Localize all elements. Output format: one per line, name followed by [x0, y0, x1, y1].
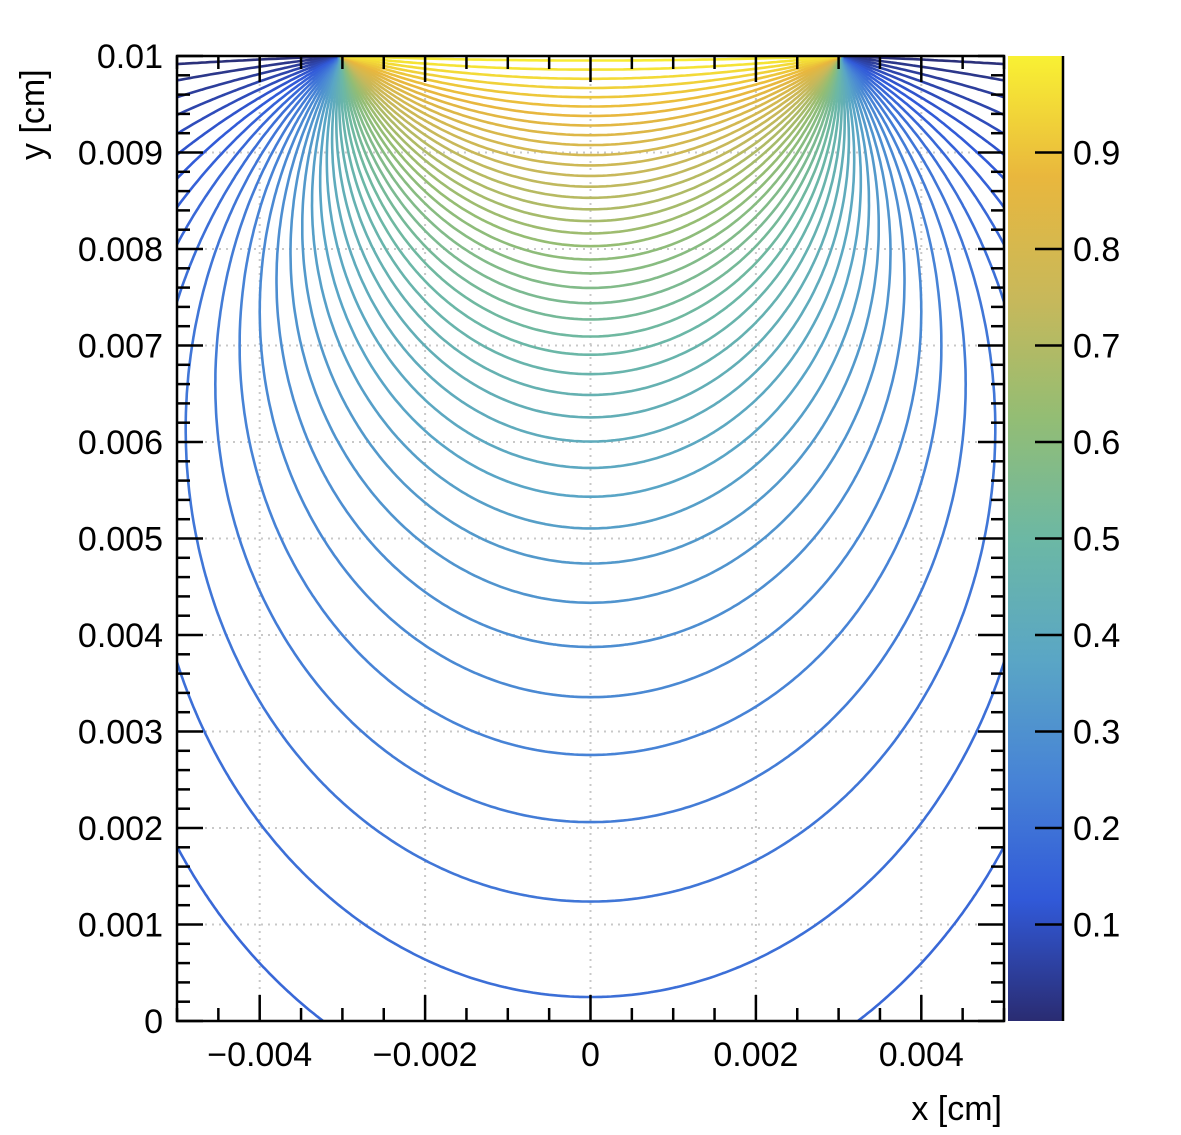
contour-line	[338, 56, 843, 376]
contour-line	[340, 56, 841, 127]
contour-line	[339, 56, 842, 338]
contour-line	[340, 56, 841, 178]
contour-line	[339, 56, 842, 200]
contour-line	[301, 56, 880, 565]
contour-line	[340, 56, 841, 167]
contour-line	[339, 56, 842, 305]
contour-line	[318, 56, 863, 498]
y-tick-label: 0.003	[78, 714, 163, 752]
contour-line	[339, 56, 842, 235]
colorbar-tick-label: 0.2	[1073, 810, 1120, 848]
y-tick-label: 0	[144, 1003, 163, 1041]
contour-line	[339, 56, 842, 211]
contour-line	[339, 56, 842, 356]
contour-line	[338, 56, 843, 397]
axis-ticks	[175, 54, 1006, 1023]
colorbar-tick-label: 0.6	[1073, 424, 1120, 462]
y-tick-label: 0.005	[78, 521, 163, 559]
y-axis-title: y [cm]	[14, 69, 52, 160]
x-tick-label: −0.002	[373, 1036, 478, 1074]
contour-line	[340, 56, 841, 157]
x-tick-label: 0	[581, 1036, 600, 1074]
y-tick-label: 0.007	[78, 328, 163, 366]
y-tick-label: 0.001	[78, 907, 163, 945]
contour-line	[275, 56, 906, 649]
y-tick-label: 0.008	[78, 231, 163, 269]
contour-line	[184, 56, 997, 903]
contour-line	[289, 56, 892, 605]
y-tick-label: 0.01	[97, 38, 163, 76]
colorbar-tick-label: 0.3	[1073, 714, 1120, 752]
contour-line	[341, 56, 840, 71]
contour-line	[340, 56, 841, 147]
colorbar-tick-label: 0.9	[1073, 135, 1120, 173]
contour-line	[339, 56, 842, 223]
contour-line	[325, 56, 856, 470]
colorbar-tick-label: 0.5	[1073, 521, 1120, 559]
contour-line	[339, 56, 842, 275]
contour-line	[330, 56, 851, 443]
contour-line	[340, 56, 841, 90]
y-tick-label: 0.002	[78, 810, 163, 848]
x-tick-label: 0.004	[879, 1036, 964, 1074]
x-tick-label: −0.004	[207, 1036, 312, 1074]
colorbar-tick-label: 0.7	[1073, 328, 1120, 366]
x-tick-labels: −0.004 −0.002 0 0.002 0.004	[207, 1036, 964, 1074]
y-tick-label: 0.009	[78, 135, 163, 173]
contour-line	[335, 56, 846, 419]
colorbar-tick-label: 0.4	[1073, 617, 1120, 655]
contour-line	[258, 56, 923, 699]
colorbar-tick-label: 0.1	[1073, 907, 1120, 945]
x-tick-label: 0.002	[713, 1036, 798, 1074]
colorbar-tick-label: 0.8	[1073, 231, 1120, 269]
contour-line	[340, 56, 841, 188]
contour-line	[214, 56, 967, 824]
contour-line	[339, 56, 842, 290]
contour-line	[339, 56, 842, 261]
y-tick-label: 0.004	[78, 617, 163, 655]
contour-line	[339, 56, 842, 321]
contour-line	[340, 56, 841, 118]
contour-line	[340, 56, 841, 99]
contour-line	[310, 56, 871, 530]
x-axis-title: x [cm]	[911, 1090, 1002, 1128]
contour-line	[238, 56, 943, 757]
y-tick-label: 0.006	[78, 424, 163, 462]
colorbar-ticks: 0.1 0.2 0.3 0.4 0.5 0.6 0.7 0.8 0.9	[1035, 56, 1120, 1021]
contour-line	[339, 56, 842, 248]
y-tick-labels: 0 0.001 0.002 0.003 0.004 0.005 0.006 0.007 0.00…	[78, 38, 163, 1041]
contour-line	[177, 56, 1004, 1021]
